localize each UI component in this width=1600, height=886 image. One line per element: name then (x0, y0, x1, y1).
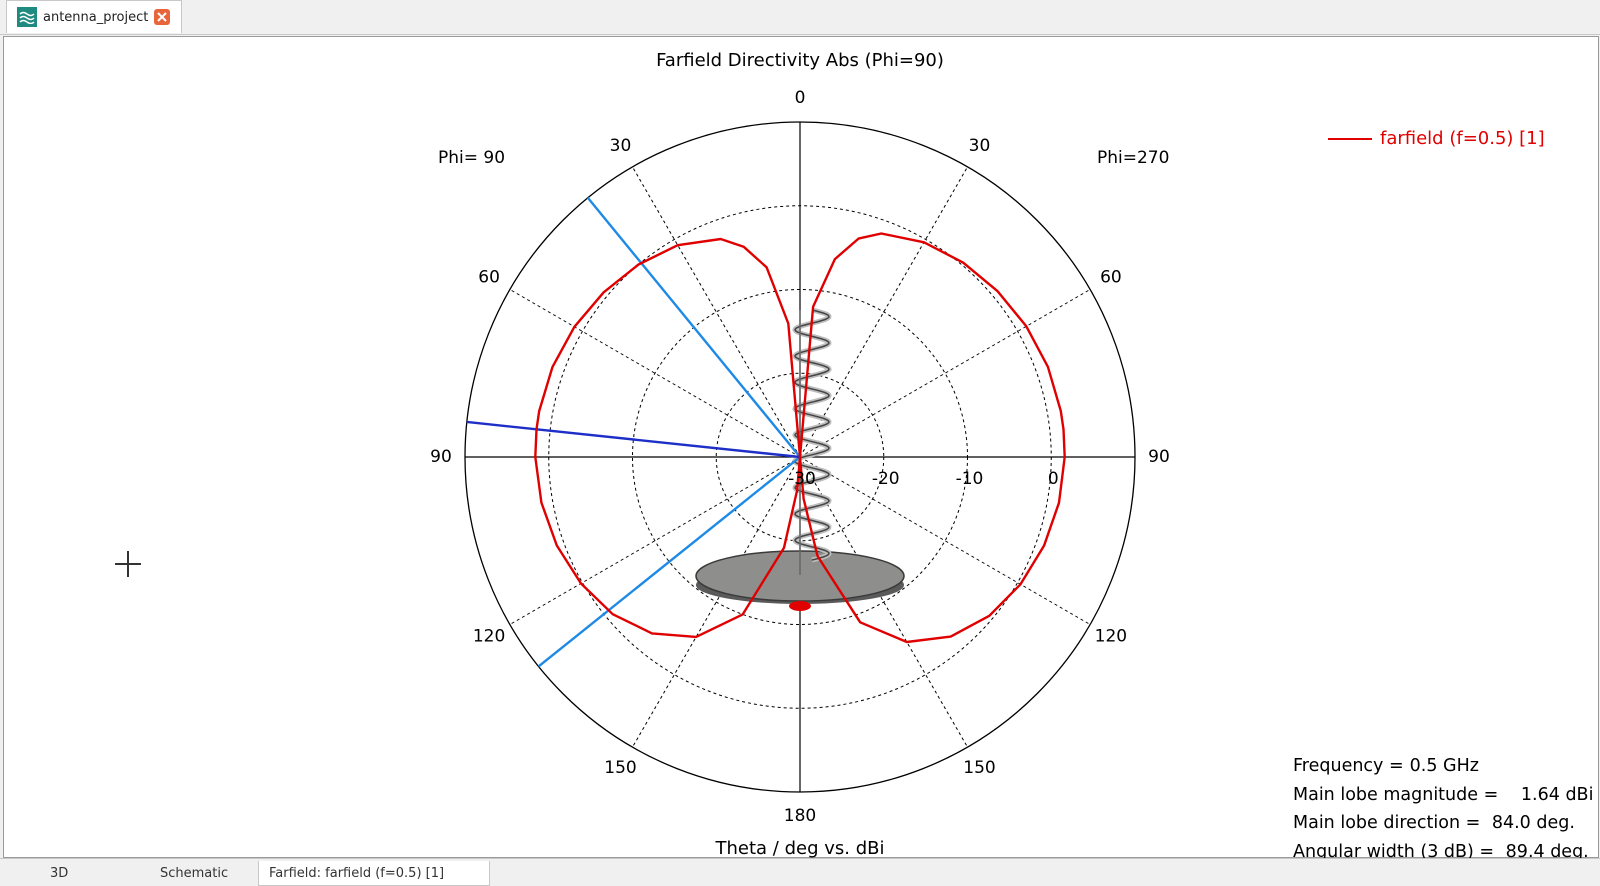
angle-tick-left-150: 150 (604, 758, 636, 778)
angle-tick-left-30: 30 (610, 136, 632, 156)
spoke-30-right (799, 166, 968, 458)
legend-swatch (1328, 137, 1372, 140)
radial-tick--30: -30 (788, 469, 816, 489)
angle-tick-right-90: 90 (1148, 447, 1170, 467)
farfield-app-icon (17, 7, 37, 27)
view-tab-bar: 3D Schematic Farfield: farfield (f=0.5) … (0, 858, 1600, 886)
radial-tick--20: -20 (872, 469, 900, 489)
close-tab-icon[interactable] (154, 9, 171, 25)
feed-port (789, 601, 811, 611)
antenna-model-overlay (695, 307, 905, 611)
spoke-60-left (509, 289, 801, 458)
info-row-frequency: Frequency = 0.5 GHz (1293, 756, 1479, 776)
spoke-60-right (799, 289, 1091, 458)
project-tab-label: antenna_project (43, 9, 149, 25)
legend[interactable]: farfield (f=0.5) [1] (1328, 128, 1545, 149)
helix-coil-outline (794, 309, 830, 561)
radial-tick-0: 0 (1048, 469, 1059, 489)
angle-tick-left-120: 120 (473, 627, 505, 647)
axis-caption: Theta / deg vs. dBi (715, 838, 885, 859)
radial-tick--10: -10 (956, 469, 984, 489)
angle-tick-right-60: 60 (1100, 268, 1122, 288)
phi-left-label: Phi= 90 (438, 148, 506, 168)
spoke-150-right (799, 456, 968, 748)
tab-farfield[interactable]: Farfield: farfield (f=0.5) [1] (258, 861, 490, 886)
spoke-120-right (799, 456, 1091, 625)
phi-right-label: Phi=270 (1097, 148, 1170, 168)
project-tab[interactable]: antenna_project (6, 0, 182, 33)
tab-3d[interactable]: 3D (50, 866, 69, 881)
plot-title: Farfield Directivity Abs (Phi=90) (656, 50, 944, 71)
spoke-30-left (632, 166, 801, 458)
tick-labels: 0 30 60 90 120 150 180 30 60 90 120 150 -30 -20 -10 0 (430, 88, 1170, 826)
angle-tick-left-60: 60 (478, 268, 500, 288)
info-row-angular-width: Angular width (3 dB) = 89.4 deg. (1293, 841, 1589, 862)
angle-tick-left-90: 90 (430, 447, 452, 467)
angle-tick-right-120: 120 (1095, 627, 1127, 647)
trace-layer (466, 197, 1066, 668)
document-tab-bar: antenna_project (0, 0, 1600, 35)
angle-tick-right-150: 150 (963, 758, 995, 778)
info-row-main-lobe-direction: Main lobe direction = 84.0 deg. (1293, 813, 1575, 833)
beamwidth-line-1 (537, 456, 801, 668)
directivity-trace-right (798, 232, 1066, 644)
result-summary: Frequency = 0.5 GHz Main lobe magnitude =… (1293, 752, 1593, 866)
angle-tick-right-180: 180 (784, 806, 816, 826)
angle-tick-right-0: 0 (795, 88, 806, 108)
main-lobe-line (466, 420, 801, 459)
angle-tick-right-30: 30 (969, 136, 991, 156)
directivity-trace-left (534, 237, 802, 639)
crosshair-cursor-icon (115, 551, 141, 577)
spoke-120-left (509, 456, 801, 625)
spoke-150-left (632, 456, 801, 748)
beamwidth-line-0 (586, 197, 801, 458)
info-row-main-lobe-magnitude: Main lobe magnitude = 1.64 dBi (1293, 784, 1594, 805)
tab-schematic[interactable]: Schematic (160, 866, 229, 881)
legend-entry: farfield (f=0.5) [1] (1380, 128, 1545, 149)
